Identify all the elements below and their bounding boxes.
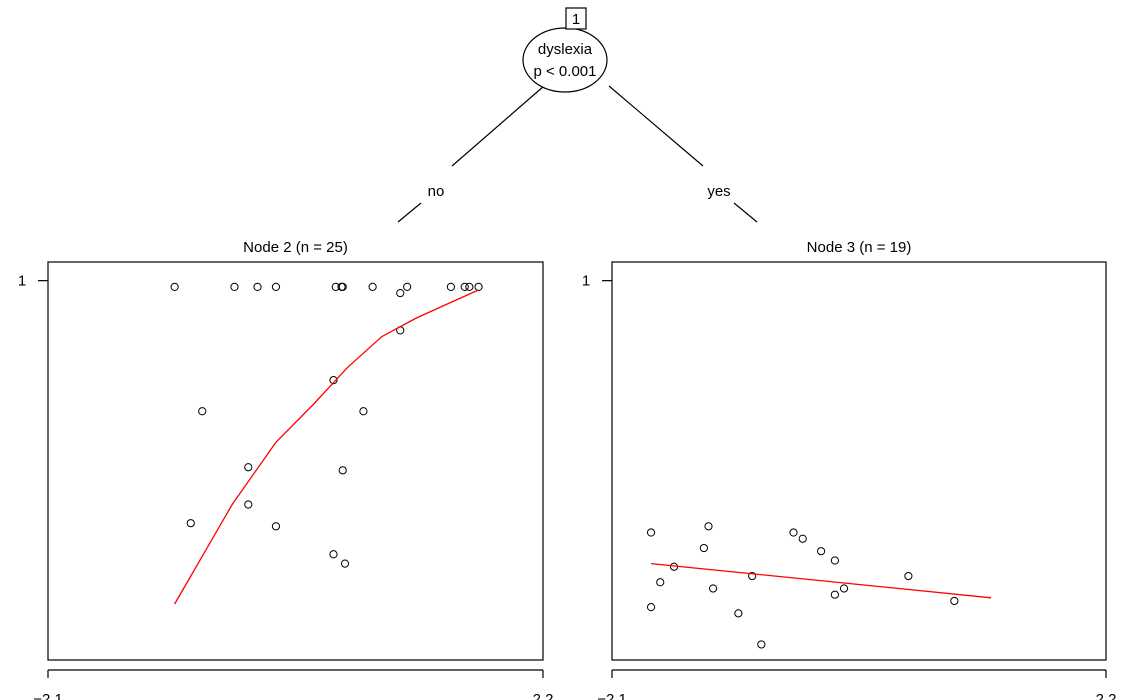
node2-title: Node 2 (n = 25) <box>243 239 348 256</box>
node3-x-tick-label: −2.1 <box>597 691 627 700</box>
root-node-id: 1 <box>572 11 580 28</box>
node3-data-point <box>816 547 826 556</box>
node2-data-point <box>198 407 207 416</box>
node3-data-point <box>950 596 959 606</box>
node3-data-point <box>748 571 757 581</box>
node2-data-point <box>244 500 253 509</box>
node2-data-point <box>340 559 350 568</box>
node2-data-point <box>271 282 281 291</box>
node2-x-tick-label: 2.2 <box>533 691 554 700</box>
node2-data-point <box>253 282 262 291</box>
node2-data-point <box>230 282 239 291</box>
node2-data-point <box>465 282 474 291</box>
node3-data-point <box>646 603 656 612</box>
node3-data-point <box>904 571 913 581</box>
node3-fit-line <box>651 562 992 599</box>
node2-data-point <box>368 282 377 291</box>
node3-data-point <box>734 609 743 618</box>
node2-data-point <box>396 288 405 298</box>
node2-data-point <box>244 463 253 472</box>
node3-data-point <box>789 528 798 537</box>
split-p-value: p < 0.001 <box>534 63 597 80</box>
node3-data-point <box>757 640 766 649</box>
node3-data-point <box>839 584 849 593</box>
edge-yes-upper <box>608 85 704 167</box>
node2-y-tick-label: 1 <box>18 273 26 290</box>
node2-data-point <box>329 550 338 559</box>
node2-data-point <box>460 282 469 291</box>
node2-x-tick-label: −2.1 <box>33 691 63 700</box>
branch-label-yes: yes <box>707 183 730 200</box>
node3-title: Node 3 (n = 19) <box>807 239 912 256</box>
node3-y-tick-label: 1 <box>582 273 590 290</box>
node3-data-point <box>708 584 718 593</box>
node2-data-point <box>446 282 456 291</box>
node3-x-tick-label: 2.2 <box>1096 691 1117 700</box>
node2-data-point <box>474 282 483 291</box>
node3-data-point <box>646 528 656 537</box>
node3-data-point <box>704 522 713 531</box>
node2-data-point <box>403 282 412 291</box>
edge-no-lower <box>397 202 422 223</box>
edge-yes-lower <box>733 202 758 223</box>
node2-data-point <box>170 282 179 291</box>
node2-fit-line <box>174 289 479 605</box>
node2-data-point <box>186 519 195 528</box>
root-node-id-box <box>565 7 587 30</box>
branch-label-no: no <box>428 183 445 200</box>
node3-data-point <box>830 556 839 565</box>
split-variable: dyslexia <box>538 41 593 58</box>
node3-data-point <box>656 578 665 587</box>
node2-plot-frame <box>47 261 544 661</box>
node2-data-point <box>271 522 281 531</box>
node3-data-point <box>699 543 709 553</box>
node3-data-point <box>798 534 807 543</box>
edge-no-upper <box>451 85 545 167</box>
node3-data-point <box>830 590 839 599</box>
node2-data-point <box>338 282 347 291</box>
node2-data-point <box>329 376 338 385</box>
node3-plot-frame <box>611 261 1107 661</box>
root-node-ellipse <box>522 27 608 93</box>
node2-data-point <box>359 407 368 416</box>
node2-data-point <box>338 466 347 475</box>
